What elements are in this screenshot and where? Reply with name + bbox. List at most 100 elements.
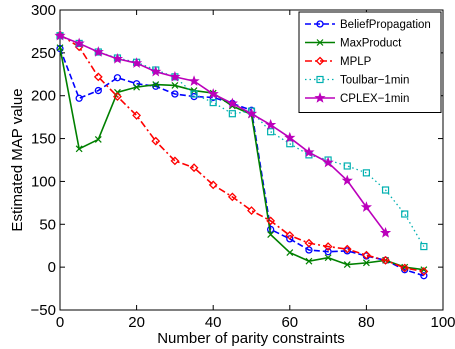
data-point [286, 140, 294, 148]
legend-entry: MaxProduct [340, 38, 402, 50]
x-tick-label: 40 [205, 314, 222, 331]
series-line [59, 47, 424, 271]
data-point [170, 156, 180, 166]
data-point [400, 263, 410, 273]
data-point [150, 65, 162, 77]
data-point [266, 216, 276, 226]
y-tick-label: 100 [31, 173, 56, 190]
data-point [113, 92, 122, 101]
legend-marker [315, 56, 325, 66]
data-point [54, 29, 66, 41]
data-point [265, 119, 277, 130]
data-point [343, 162, 351, 170]
data-point [342, 244, 352, 254]
x-tick-label: 100 [430, 314, 455, 331]
data-point [343, 261, 351, 268]
data-point [362, 169, 370, 177]
y-tick-label: 150 [31, 131, 56, 148]
data-point [284, 131, 296, 143]
series-4 [54, 29, 392, 238]
data-point [267, 128, 275, 136]
data-point [75, 94, 83, 102]
data-point [94, 136, 102, 143]
data-point [361, 250, 371, 260]
series-layer [54, 29, 429, 280]
x-tick-label: 20 [128, 314, 145, 331]
data-point [207, 88, 219, 99]
legend-marker [316, 20, 324, 28]
data-point [247, 206, 256, 215]
data-point [152, 82, 160, 90]
data-point [379, 227, 392, 238]
legend-marker [316, 75, 324, 84]
data-point [420, 272, 428, 280]
data-point [267, 231, 275, 238]
data-point [286, 249, 294, 256]
legend-marker [316, 39, 324, 46]
data-point [324, 254, 332, 262]
data-point [93, 72, 103, 82]
data-point [285, 231, 295, 240]
data-point [381, 255, 390, 265]
data-point [133, 83, 141, 91]
data-point [226, 97, 238, 109]
data-point [341, 174, 353, 186]
legend-entry: Toulbar−1min [340, 75, 409, 87]
data-point [209, 98, 217, 107]
data-point [419, 267, 429, 276]
legend-entry: BeliefPropagation [340, 19, 431, 31]
data-point [171, 90, 179, 98]
data-point [305, 257, 313, 265]
data-point [188, 75, 200, 86]
data-point [228, 110, 236, 118]
data-point [420, 266, 428, 274]
data-point [323, 242, 333, 251]
data-point [171, 82, 179, 89]
data-point [227, 192, 237, 202]
data-point [73, 37, 85, 49]
legend-entry: CPLEX−1min [340, 93, 409, 105]
data-point [190, 90, 198, 98]
y-tick-label: 250 [31, 45, 56, 62]
legend-marker [314, 92, 326, 103]
data-point [401, 210, 409, 218]
legend-box [298, 11, 442, 113]
data-point [322, 156, 334, 168]
data-point [245, 107, 258, 119]
y-tick-label: 50 [39, 216, 56, 233]
data-point [75, 145, 83, 153]
data-point [111, 53, 124, 64]
data-point [360, 201, 372, 212]
data-point [151, 136, 161, 146]
y-tick-label: 200 [31, 88, 56, 105]
x-axis-label: Number of parity constraints [157, 330, 345, 347]
x-tick-label: 0 [56, 314, 64, 331]
legend: BeliefPropagation MaxProduct MPLP Toulbar−1… [298, 11, 442, 113]
data-point [189, 163, 199, 173]
y-tick-label: −50 [31, 302, 56, 319]
x-tick-label: 60 [281, 314, 298, 331]
data-point [420, 242, 428, 251]
data-point [362, 259, 370, 267]
data-point [113, 74, 122, 82]
data-point [131, 57, 143, 68]
data-point [324, 248, 332, 256]
data-point [303, 146, 315, 158]
data-point [208, 180, 218, 190]
data-point [56, 44, 64, 52]
legend-entry: MPLP [340, 56, 372, 68]
data-point [304, 238, 314, 248]
data-point [132, 111, 142, 120]
data-point [152, 81, 160, 88]
data-point [343, 247, 351, 255]
y-axis-label: Estimated MAP value [9, 88, 26, 231]
data-point [92, 46, 104, 57]
x-tick-label: 80 [358, 314, 375, 331]
y-tick-label: 0 [48, 259, 56, 276]
y-tick-label: 300 [31, 2, 56, 19]
data-point [94, 86, 102, 95]
data-point [381, 186, 390, 194]
data-point [169, 71, 181, 82]
